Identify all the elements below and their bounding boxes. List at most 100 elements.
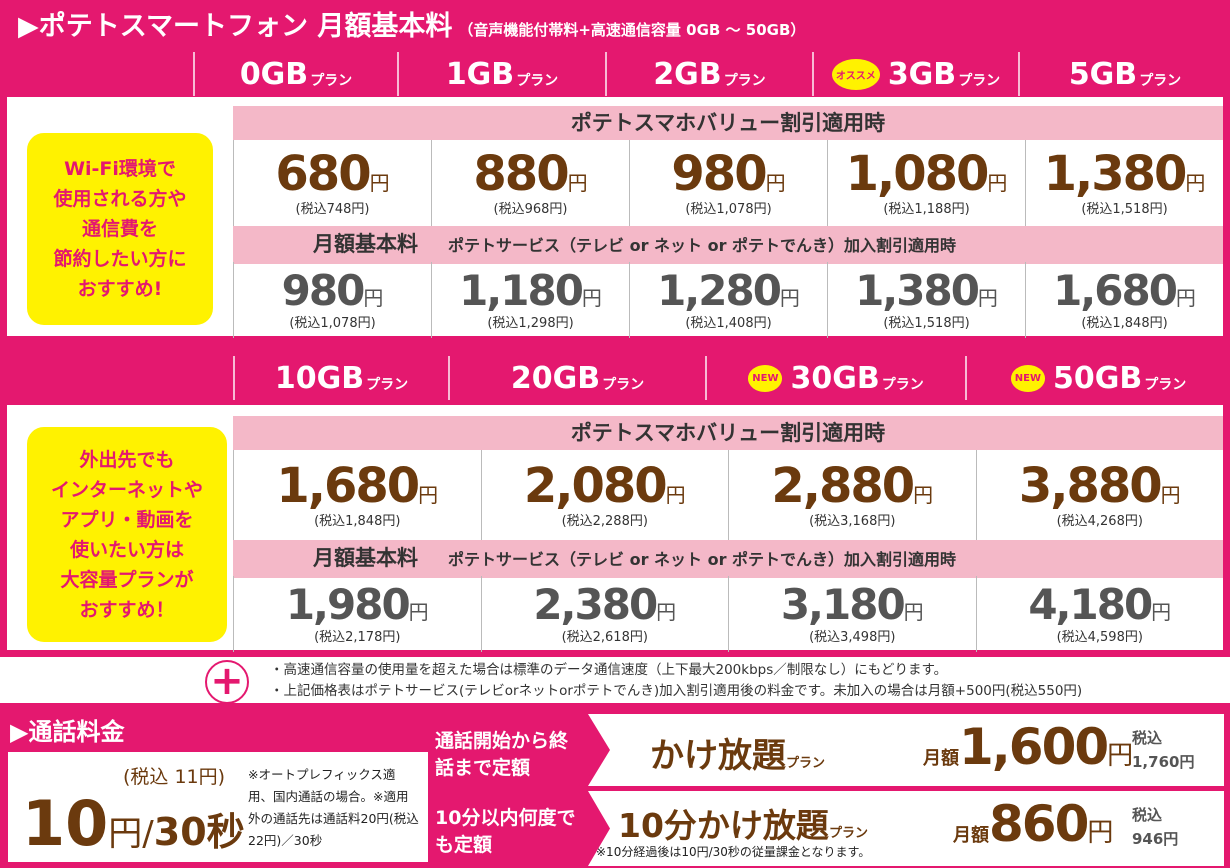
call-plan-tax: 税込 946円 [1132, 806, 1179, 848]
subtitle: （音声機能付帯料+高速通信容量 0GB ～ 50GB） [458, 21, 806, 39]
price-cell: 1,680円 (税込1,848円) [233, 450, 481, 540]
tax-price: (税込1,408円) [685, 315, 772, 331]
recommend-line: おすすめ！ [79, 598, 175, 621]
tax-price: (税込1,298円) [487, 315, 574, 331]
recommend-box: 外出先でも インターネットや アプリ・動画を 使いたい方は 大容量プランが おすすめ！ [22, 422, 232, 647]
plan-suffix: プラン [881, 377, 924, 393]
tax-price: (税込2,618円) [561, 629, 648, 645]
rate-unit: 円/ [108, 814, 154, 854]
tax-price: (税込1,848円) [1081, 315, 1168, 331]
price: 4,180円 [1028, 579, 1172, 629]
yen: 円 [1151, 599, 1172, 624]
plan-header: 20GB プラン [448, 356, 705, 400]
plan-name: 0GB [239, 56, 309, 92]
plan-headers-2: 10GB プラン 20GB プラン NEW 30GB プラン NEW 50GB プラン [233, 356, 1230, 400]
plan-header: NEW 30GB プラン [705, 356, 965, 400]
recommend-line: 使いたい方は [69, 538, 184, 561]
yen: 円 [369, 170, 390, 195]
call-plan-desc: 10分以内何度でも定額 [435, 807, 576, 856]
tax-price: (税込1,518円) [883, 315, 970, 331]
yen: 円 [779, 285, 800, 310]
price-cell: 1,980円 (税込2,178円) [233, 576, 481, 652]
price: 3,880円 [1018, 457, 1181, 514]
recommend-line: 外出先でも [79, 448, 175, 471]
rate-value: 10 [22, 787, 109, 860]
plan-header-band-1 [0, 0, 1230, 100]
call-plan-price: 月額1,600円 [923, 718, 1134, 776]
plan-suffix: プラン [723, 73, 766, 89]
price: 1,080円 [845, 145, 1008, 202]
tax-price: (税込3,168円) [809, 513, 896, 529]
price: 1,680円 [276, 457, 439, 514]
recommend-line: Wi-Fi環境で [64, 158, 176, 180]
call-rate-box: (税込 11円) 10円/30秒 ※オートプレフィックス適用、国内通話の場合。※… [8, 752, 428, 862]
plan-name: 10GB [274, 360, 365, 396]
call-plan-name: かけ放題プラン [650, 736, 826, 776]
plan-badge: NEW [748, 364, 783, 392]
call-plan-footnote: ※10分経過後は10円/30秒の従量課金となります。 [596, 845, 871, 859]
recommend-line: インターネットや [50, 478, 203, 501]
price-cell: 3,880円 (税込4,268円) [975, 450, 1224, 540]
plan-badge: オススメ [831, 58, 880, 90]
band-text: ポテトサービス（テレビ or ネット or ポテトでんき）加入割引適用時 [448, 550, 957, 569]
yen: 円 [363, 285, 384, 310]
plan-name: 30GB [790, 360, 880, 396]
plan-header: NEW 50GB プラン [965, 356, 1230, 400]
price: 1,380円 [1043, 145, 1206, 202]
value-price-row: 1,680円 (税込1,848円) 2,080円 (税込2,288円) 2,880円 (税… [233, 450, 1223, 540]
tax-price: (税込3,498円) [809, 629, 896, 645]
note: ・高速通信容量の使用量を超えた場合は標準のデータ通信速度（上下最大200kbps… [270, 662, 948, 678]
band-text: ポテトサービス（テレビ or ネット or ポテトでんき）加入割引適用時 [448, 236, 957, 255]
plan-name: 20GB [510, 360, 601, 396]
tax-price: (税込1,078円) [685, 201, 772, 217]
price: 3,180円 [780, 579, 924, 629]
plan-badge: NEW [1010, 364, 1045, 392]
title-text: ▶ポテトスマートフォン 月額基本料 [18, 11, 453, 42]
price-cell: 1,180円 (税込1,298円) [431, 262, 629, 338]
call-plan-price: 月額860円 [953, 795, 1114, 853]
price: 980円 [671, 145, 786, 202]
yen: 円 [977, 285, 998, 310]
yen: 円 [903, 599, 924, 624]
price-cell: 1,680円 (税込1,848円) [1025, 262, 1223, 338]
plan-header: 2GB プラン [605, 52, 812, 96]
plan-suffix: プラン [602, 377, 645, 393]
tax-price: (税込1,518円) [1081, 201, 1168, 217]
price-cell: 4,180円 (税込4,598円) [975, 576, 1224, 652]
rate-per: 30秒 [153, 810, 245, 854]
notes: ・高速通信容量の使用量を超えた場合は標準のデータ通信速度（上下最大200kbps… [270, 660, 1082, 702]
price: 680円 [275, 145, 390, 202]
plan-suffix: プラン [1144, 377, 1187, 393]
tax-price: (税込1,848円) [314, 513, 401, 529]
price: 1,680円 [1053, 265, 1196, 315]
yen: 円 [913, 482, 934, 507]
price-cell: 1,080円 (税込1,188円) [827, 140, 1025, 226]
price-cell: 2,880円 (税込3,168円) [728, 450, 976, 540]
recommend-line: 大容量プランが [60, 568, 194, 591]
tax-price: (税込1,188円) [883, 201, 970, 217]
band-label: 月額基本料 [313, 232, 418, 256]
call-plan-name: 10分かけ放題プラン [618, 806, 868, 845]
value-discount-band: ポテトスマホバリュー割引適用時 [233, 106, 1223, 140]
recommend-line: 節約したい方に [53, 248, 187, 270]
yen: 円 [765, 170, 786, 195]
price-cell: 2,380円 (税込2,618円) [480, 576, 729, 652]
price: 1,380円 [855, 265, 998, 315]
plan-suffix: プラン [310, 73, 353, 89]
tax-price: (税込2,178円) [314, 629, 401, 645]
call-rate: 10円/30秒 [22, 787, 245, 860]
price: 1,280円 [657, 265, 800, 315]
plan-name: 5GB [1068, 56, 1138, 92]
plan-name: 3GB [887, 56, 957, 92]
page-title: ▶ポテトスマートフォン 月額基本料 （音声機能付帯料+高速通信容量 0GB ～ 5… [18, 4, 805, 43]
call-rate-note: ※オートプレフィックス適用、国内通話の場合。※適用外の通話先は通話料20円(税込… [248, 767, 419, 848]
yen: 円 [418, 482, 439, 507]
plan-suffix: プラン [516, 73, 559, 89]
price-cell: 980円 (税込1,078円) [629, 140, 827, 226]
yen: 円 [408, 599, 429, 624]
plan-name: 2GB [653, 56, 722, 92]
tax-price: (税込4,598円) [1056, 629, 1143, 645]
plan-suffix: プラン [366, 377, 409, 393]
yen: 円 [656, 599, 677, 624]
call-plan-desc: 通話開始から終話まで定額 [435, 730, 569, 779]
